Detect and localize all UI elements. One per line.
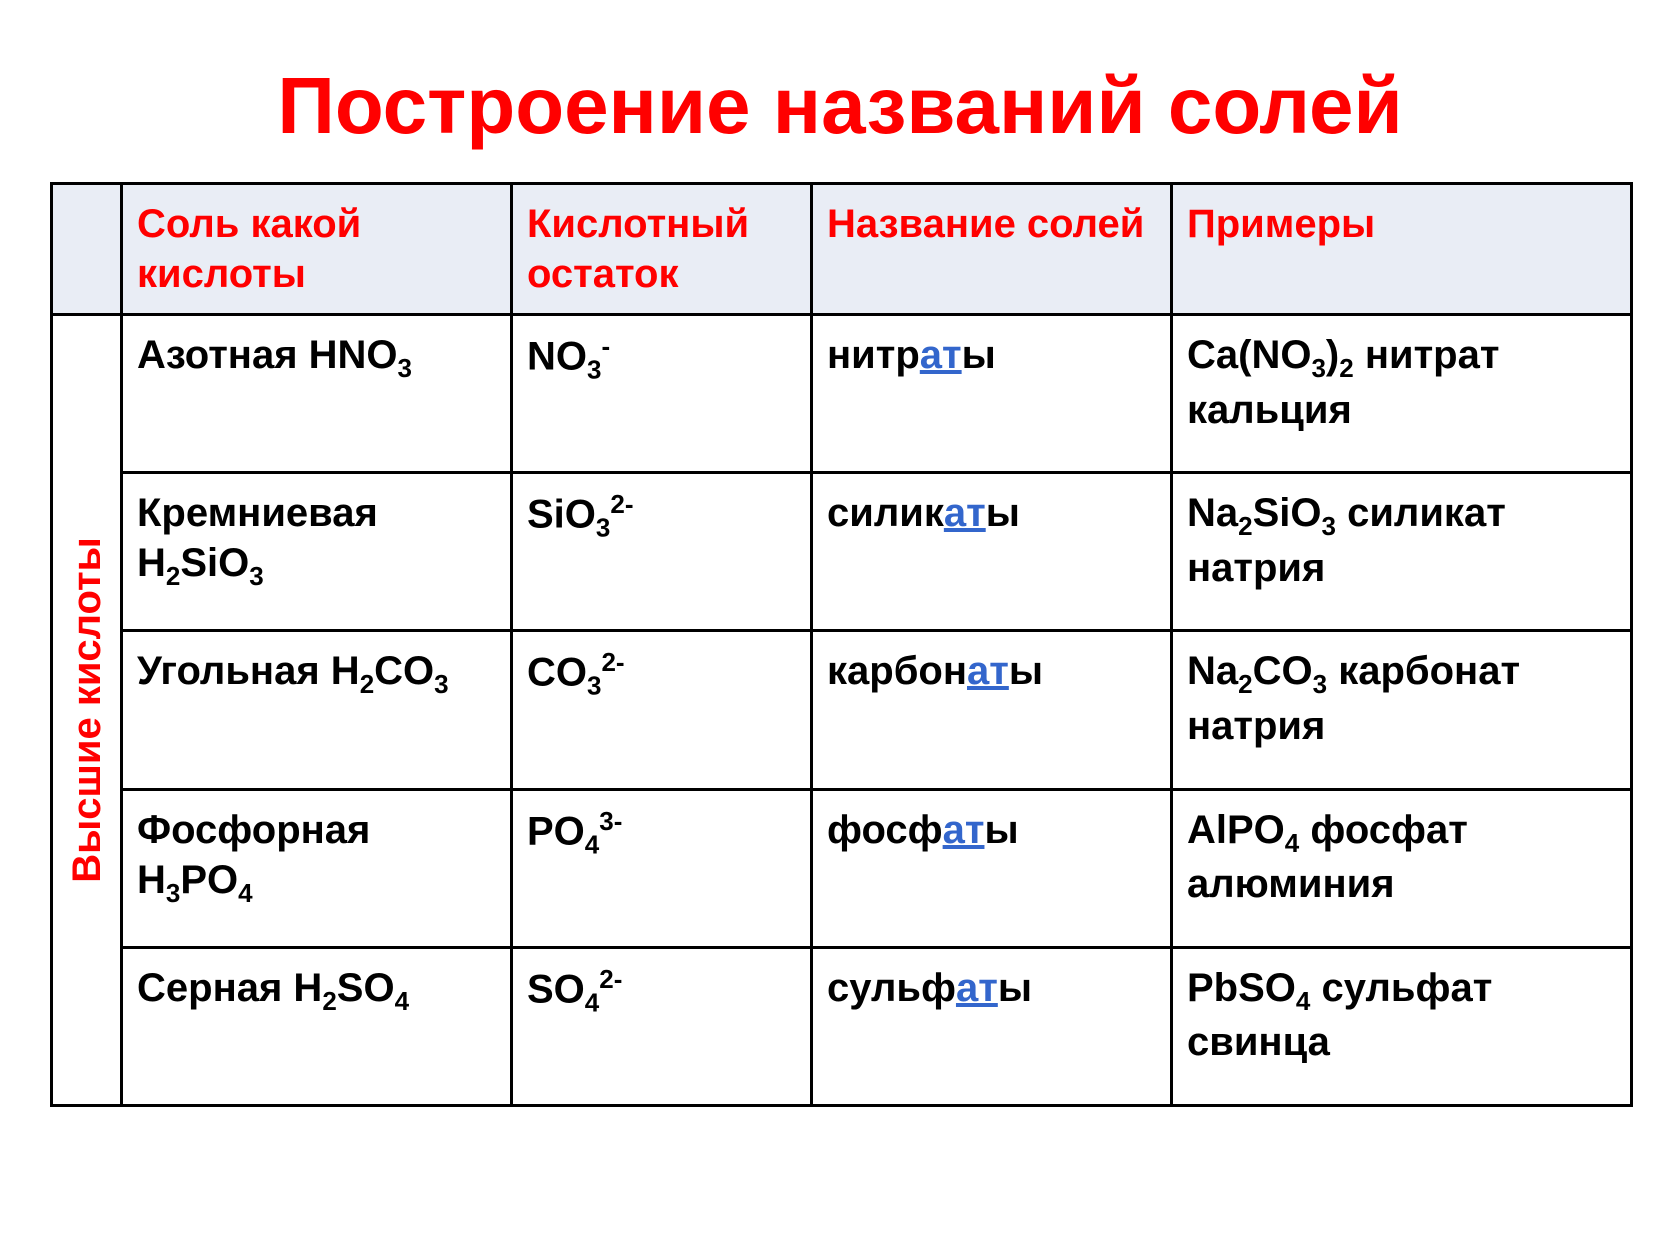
table-row: Фосфорная H3PO4 PO43- фосфаты AlPO4 фосф… (52, 789, 1632, 947)
cell-acid: Угольная H2CO3 (122, 631, 512, 789)
col-header-examples: Примеры (1172, 184, 1632, 315)
cell-example: Na2CO3 карбонат натрия (1172, 631, 1632, 789)
table-row: Угольная H2CO3 CO32- карбонаты Na2CO3 ка… (52, 631, 1632, 789)
page-title: Построение названий солей (50, 60, 1630, 152)
cell-example: Ca(NO3)2 нитрат кальция (1172, 315, 1632, 473)
cell-saltname: карбонаты (812, 631, 1172, 789)
table-row: Высшие кислоты Азотная HNO3 NO3- нитраты… (52, 315, 1632, 473)
cell-residue: CO32- (512, 631, 812, 789)
col-header-residue: Кислотный остаток (512, 184, 812, 315)
page: Построение названий солей Соль какой кис… (0, 0, 1680, 1260)
table-row: Кремниевая H2SiO3 SiO32- силикаты Na2SiO… (52, 473, 1632, 631)
cell-example: AlPO4 фосфат алюминия (1172, 789, 1632, 947)
row-group-label: Высшие кислоты (62, 537, 112, 883)
cell-saltname: фосфаты (812, 789, 1172, 947)
cell-example: Na2SiO3 силикат натрия (1172, 473, 1632, 631)
col-header-saltname: Название солей (812, 184, 1172, 315)
col-header-rotated-blank (52, 184, 122, 315)
cell-acid: Кремниевая H2SiO3 (122, 473, 512, 631)
salts-table: Соль какой кислоты Кислотный остаток Наз… (50, 182, 1633, 1107)
cell-saltname: силикаты (812, 473, 1172, 631)
table-body: Высшие кислоты Азотная HNO3 NO3- нитраты… (52, 315, 1632, 1106)
cell-example: PbSO4 сульфат свинца (1172, 947, 1632, 1105)
cell-residue: SiO32- (512, 473, 812, 631)
row-group-label-cell: Высшие кислоты (52, 315, 122, 1106)
col-header-acid: Соль какой кислоты (122, 184, 512, 315)
cell-acid: Серная H2SO4 (122, 947, 512, 1105)
cell-acid: Азотная HNO3 (122, 315, 512, 473)
cell-residue: SO42- (512, 947, 812, 1105)
cell-saltname: нитраты (812, 315, 1172, 473)
table-row: Серная H2SO4 SO42- сульфаты PbSO4 сульфа… (52, 947, 1632, 1105)
cell-saltname: сульфаты (812, 947, 1172, 1105)
table-header-row: Соль какой кислоты Кислотный остаток Наз… (52, 184, 1632, 315)
cell-acid: Фосфорная H3PO4 (122, 789, 512, 947)
cell-residue: NO3- (512, 315, 812, 473)
cell-residue: PO43- (512, 789, 812, 947)
